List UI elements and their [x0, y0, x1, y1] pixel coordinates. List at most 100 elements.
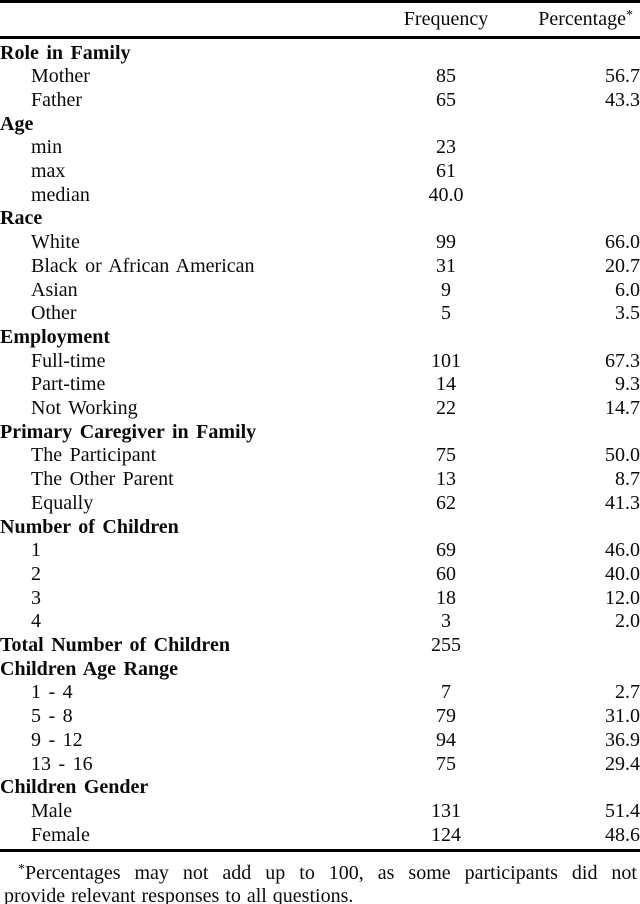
row-frequency-value: 5 — [441, 302, 451, 325]
row-percentage-value: 9.3 — [615, 373, 640, 396]
row-percentage-value — [500, 136, 640, 160]
row-percentage-value: 2.0 — [615, 610, 640, 633]
row-frequency-value: 69 — [436, 539, 456, 562]
row-label: White — [31, 231, 80, 254]
row-label: 4 — [31, 610, 41, 633]
footnote-line-1-text: Percentages may not add up to 100, as so… — [25, 861, 637, 884]
row-frequency-value — [392, 207, 500, 231]
row-percentage-value: 67.3 — [605, 349, 640, 372]
row-percentage-value — [500, 113, 640, 137]
row-frequency-value: 62 — [436, 491, 456, 514]
table-row: Mother 85 56.7 — [0, 65, 640, 89]
table-row: 1 - 4 7 2.7 — [0, 681, 640, 705]
table-row: The Participant 75 50.0 — [0, 444, 640, 468]
row-percentage-value — [500, 184, 640, 208]
row-frequency-value: 13 — [436, 468, 456, 491]
row-percentage-value — [500, 516, 640, 540]
table-row: White 99 66.0 — [0, 231, 640, 255]
table-header-row: Frequency Percentage* — [0, 3, 640, 36]
row-frequency-value: 75 — [436, 752, 456, 775]
row-frequency-value: 61 — [436, 160, 456, 183]
row-frequency-value: 65 — [436, 88, 456, 111]
table-row: Children Age Range — [0, 658, 640, 682]
percentage-column-header: Percentage* — [500, 8, 640, 31]
table-top-rule — [0, 0, 640, 3]
row-frequency-value: 99 — [436, 231, 456, 254]
row-percentage-value: 40.0 — [605, 562, 640, 585]
row-percentage-value: 66.0 — [605, 231, 640, 254]
row-frequency-value — [392, 42, 500, 66]
table-row: min 23 — [0, 136, 640, 160]
row-frequency-value: 85 — [436, 65, 456, 88]
row-frequency-value: 40.0 — [428, 183, 464, 206]
row-percentage-value: 31.0 — [605, 705, 640, 728]
row-label: 3 — [31, 586, 41, 609]
row-label: Age — [0, 112, 34, 135]
row-frequency-value: 79 — [436, 705, 456, 728]
row-label: Mother — [31, 65, 90, 88]
row-label: Role in Family — [0, 41, 131, 64]
row-percentage-value: 50.0 — [605, 444, 640, 467]
table-row: Employment — [0, 326, 640, 350]
row-label: Father — [31, 88, 83, 111]
table-row: 4 3 2.0 — [0, 610, 640, 634]
table-row: The Other Parent 13 8.7 — [0, 468, 640, 492]
row-frequency-value — [392, 326, 500, 350]
table-row: Primary Caregiver in Family — [0, 421, 640, 445]
row-frequency-value: 60 — [436, 562, 456, 585]
row-percentage-value — [500, 207, 640, 231]
footnote-marker: * — [18, 861, 25, 877]
table-row: 5 - 8 79 31.0 — [0, 705, 640, 729]
row-frequency-value — [392, 776, 500, 800]
row-percentage-value: 3.5 — [615, 302, 640, 325]
table-row: 1 69 46.0 — [0, 539, 640, 563]
table-row: 13 - 16 75 29.4 — [0, 753, 640, 777]
row-frequency-value: 7 — [441, 681, 451, 704]
row-frequency-value: 14 — [436, 373, 456, 396]
frequency-column-header: Frequency — [403, 8, 489, 30]
row-percentage-value: 48.6 — [605, 823, 640, 846]
table-row: Other 5 3.5 — [0, 302, 640, 326]
row-percentage-value: 56.7 — [605, 65, 640, 88]
table-row: 3 18 12.0 — [0, 587, 640, 611]
row-frequency-value: 9 — [441, 278, 451, 301]
row-label: 13 - 16 — [31, 752, 93, 775]
row-label: 1 - 4 — [31, 681, 73, 704]
row-percentage-value: 41.3 — [605, 491, 640, 514]
row-label: Equally — [31, 491, 94, 514]
row-label: 2 — [31, 562, 41, 585]
row-percentage-value: 46.0 — [605, 539, 640, 562]
row-label: Employment — [0, 325, 110, 348]
row-label: Race — [0, 207, 43, 230]
table-row: Black or African American 31 20.7 — [0, 255, 640, 279]
table-row: Age — [0, 113, 640, 137]
row-percentage-value — [500, 776, 640, 800]
table-row: Full-time 101 67.3 — [0, 350, 640, 374]
row-percentage-value: 51.4 — [605, 800, 640, 822]
row-label: 1 — [31, 539, 41, 562]
row-percentage-value: 20.7 — [605, 254, 640, 277]
row-percentage-value — [500, 160, 640, 184]
row-frequency-value — [392, 516, 500, 540]
row-frequency-value: 23 — [436, 136, 456, 159]
row-label: max — [31, 160, 66, 183]
row-percentage-value: 2.7 — [615, 681, 640, 704]
row-label: Male — [31, 800, 73, 822]
row-frequency-value: 94 — [436, 728, 456, 751]
row-percentage-value — [500, 42, 640, 66]
table-row: Female 124 48.6 — [0, 824, 640, 848]
table-row: median 40.0 — [0, 184, 640, 208]
row-label: Part-time — [31, 373, 106, 396]
table-bottom-rule — [0, 849, 640, 852]
row-label: 9 - 12 — [31, 728, 83, 751]
row-frequency-value: 255 — [431, 634, 461, 657]
row-percentage-value: 8.7 — [615, 468, 640, 491]
row-label: min — [31, 136, 63, 159]
percentage-footnote-marker: * — [626, 8, 633, 23]
table-row: Role in Family — [0, 42, 640, 66]
table-footnote: *Percentages may not add up to 100, as s… — [0, 862, 640, 904]
percentage-header-text: Percentage — [538, 8, 626, 30]
table-row: Equally 62 41.3 — [0, 492, 640, 516]
table-row: Part-time 14 9.3 — [0, 373, 640, 397]
row-label: The Other Parent — [31, 468, 174, 491]
